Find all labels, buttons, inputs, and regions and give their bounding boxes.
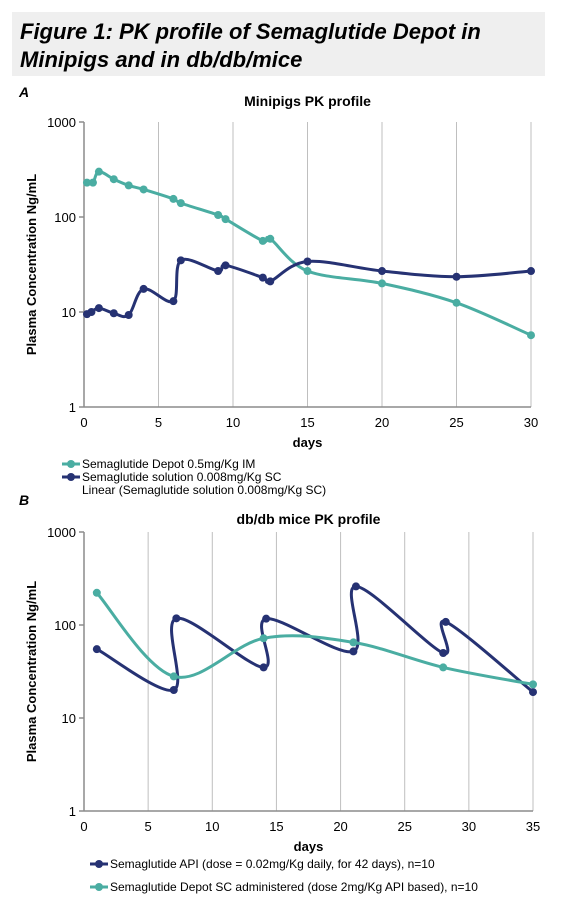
data-point <box>94 304 103 313</box>
legend-entry: Semaglutide Depot SC administered (dose … <box>110 880 478 894</box>
legend-marker-dot <box>67 473 75 481</box>
y-tick-label: 10 <box>62 305 76 320</box>
legend-marker-dot <box>95 883 103 891</box>
legend-entry: Semaglutide API (dose = 0.02mg/Kg daily,… <box>110 857 435 871</box>
x-axis-label: days <box>294 839 324 854</box>
data-point <box>221 261 230 270</box>
data-point <box>378 267 386 276</box>
x-tick-label: 30 <box>524 415 538 430</box>
data-point <box>529 688 537 697</box>
data-point <box>109 309 118 318</box>
data-point <box>266 234 275 243</box>
data-point <box>262 614 271 623</box>
data-point <box>169 686 178 695</box>
data-point <box>92 588 101 597</box>
panel-letter-a: A <box>19 84 30 100</box>
panel-letter-b: B <box>19 492 30 508</box>
data-point <box>109 175 118 184</box>
dbdb-mice-pk-chart: db/db mice PK profile 0 5 10 15 20 25 30 35 1 10 10… <box>24 511 540 894</box>
data-point <box>452 272 461 281</box>
x-tick-label: 15 <box>269 819 283 834</box>
series-line-0 <box>86 170 532 337</box>
data-point <box>349 638 358 647</box>
data-point <box>176 256 185 265</box>
legend-marker-dot <box>95 860 103 868</box>
data-point <box>303 267 312 276</box>
data-point <box>124 181 133 190</box>
data-point <box>529 680 537 689</box>
data-point <box>439 648 448 657</box>
minipigs-pk-chart: Minipigs PK profile 0 5 10 15 20 25 30 1 10 100 100… <box>24 93 538 497</box>
legend-marker-dot <box>67 460 75 468</box>
data-point <box>169 672 178 681</box>
x-tick-label: 0 <box>80 415 87 430</box>
data-point <box>94 167 103 176</box>
figure-title: Figure 1: PK profile of Semaglutide Depo… <box>12 12 545 76</box>
chart-title: db/db mice PK profile <box>237 511 381 527</box>
y-tick-label: 1000 <box>47 115 76 130</box>
data-point <box>259 663 268 672</box>
data-point <box>266 277 275 286</box>
data-point <box>124 310 133 319</box>
x-tick-label: 30 <box>462 819 476 834</box>
x-tick-label: 5 <box>145 819 152 834</box>
legend-entry: Semaglutide Depot 0.5mg/Kg IM <box>82 457 255 471</box>
y-tick-label: 1 <box>69 804 76 819</box>
data-point <box>139 185 148 194</box>
data-point <box>139 284 148 293</box>
x-tick-label: 25 <box>449 415 463 430</box>
data-point <box>439 663 448 672</box>
data-point <box>527 267 535 276</box>
data-point <box>258 236 267 245</box>
data-point <box>441 617 450 626</box>
figure-title-line1: Figure 1: PK profile of Semaglutide Depo… <box>20 19 481 44</box>
data-point <box>378 279 386 288</box>
x-tick-label: 5 <box>155 415 162 430</box>
y-tick-label: 10 <box>62 711 76 726</box>
x-tick-label: 20 <box>333 819 347 834</box>
data-point <box>169 297 178 306</box>
y-tick-label: 1 <box>69 400 76 415</box>
x-tick-label: 20 <box>375 415 389 430</box>
data-point <box>259 634 268 643</box>
series-line-1 <box>86 257 532 319</box>
data-point <box>214 267 223 276</box>
legend-entry: Semaglutide solution 0.008mg/Kg SC <box>82 470 282 484</box>
data-point <box>221 215 230 224</box>
series-line-0 <box>96 584 534 694</box>
y-tick-label: 1000 <box>47 525 76 540</box>
data-point <box>92 645 101 654</box>
y-axis-label: Plasma Concentration Ng/mL <box>24 174 39 355</box>
y-axis-label: Plasma Concentration Ng/mL <box>24 581 39 762</box>
x-axis-label: days <box>293 435 323 450</box>
x-tick-label: 10 <box>205 819 219 834</box>
data-point <box>303 257 312 266</box>
y-tick-label: 100 <box>54 618 76 633</box>
data-point <box>452 298 461 307</box>
data-point <box>88 178 97 187</box>
x-tick-label: 25 <box>397 819 411 834</box>
data-point <box>176 199 185 208</box>
x-tick-label: 0 <box>80 819 87 834</box>
data-point <box>349 647 358 656</box>
data-point <box>172 614 181 623</box>
legend-entry: Linear (Semaglutide solution 0.008mg/Kg … <box>82 483 326 497</box>
x-tick-label: 15 <box>300 415 314 430</box>
x-tick-label: 35 <box>526 819 540 834</box>
figure-title-line2: Minipigs and in db/db/mice <box>20 47 303 72</box>
data-point <box>82 178 91 187</box>
chart-title: Minipigs PK profile <box>244 93 371 109</box>
data-point <box>527 331 535 340</box>
data-point <box>169 194 178 203</box>
x-tick-label: 10 <box>226 415 240 430</box>
data-point <box>351 582 360 591</box>
data-point <box>87 308 96 316</box>
data-point <box>258 273 267 282</box>
series-line-1 <box>95 591 534 686</box>
data-point <box>214 210 223 219</box>
y-tick-label: 100 <box>54 210 76 225</box>
